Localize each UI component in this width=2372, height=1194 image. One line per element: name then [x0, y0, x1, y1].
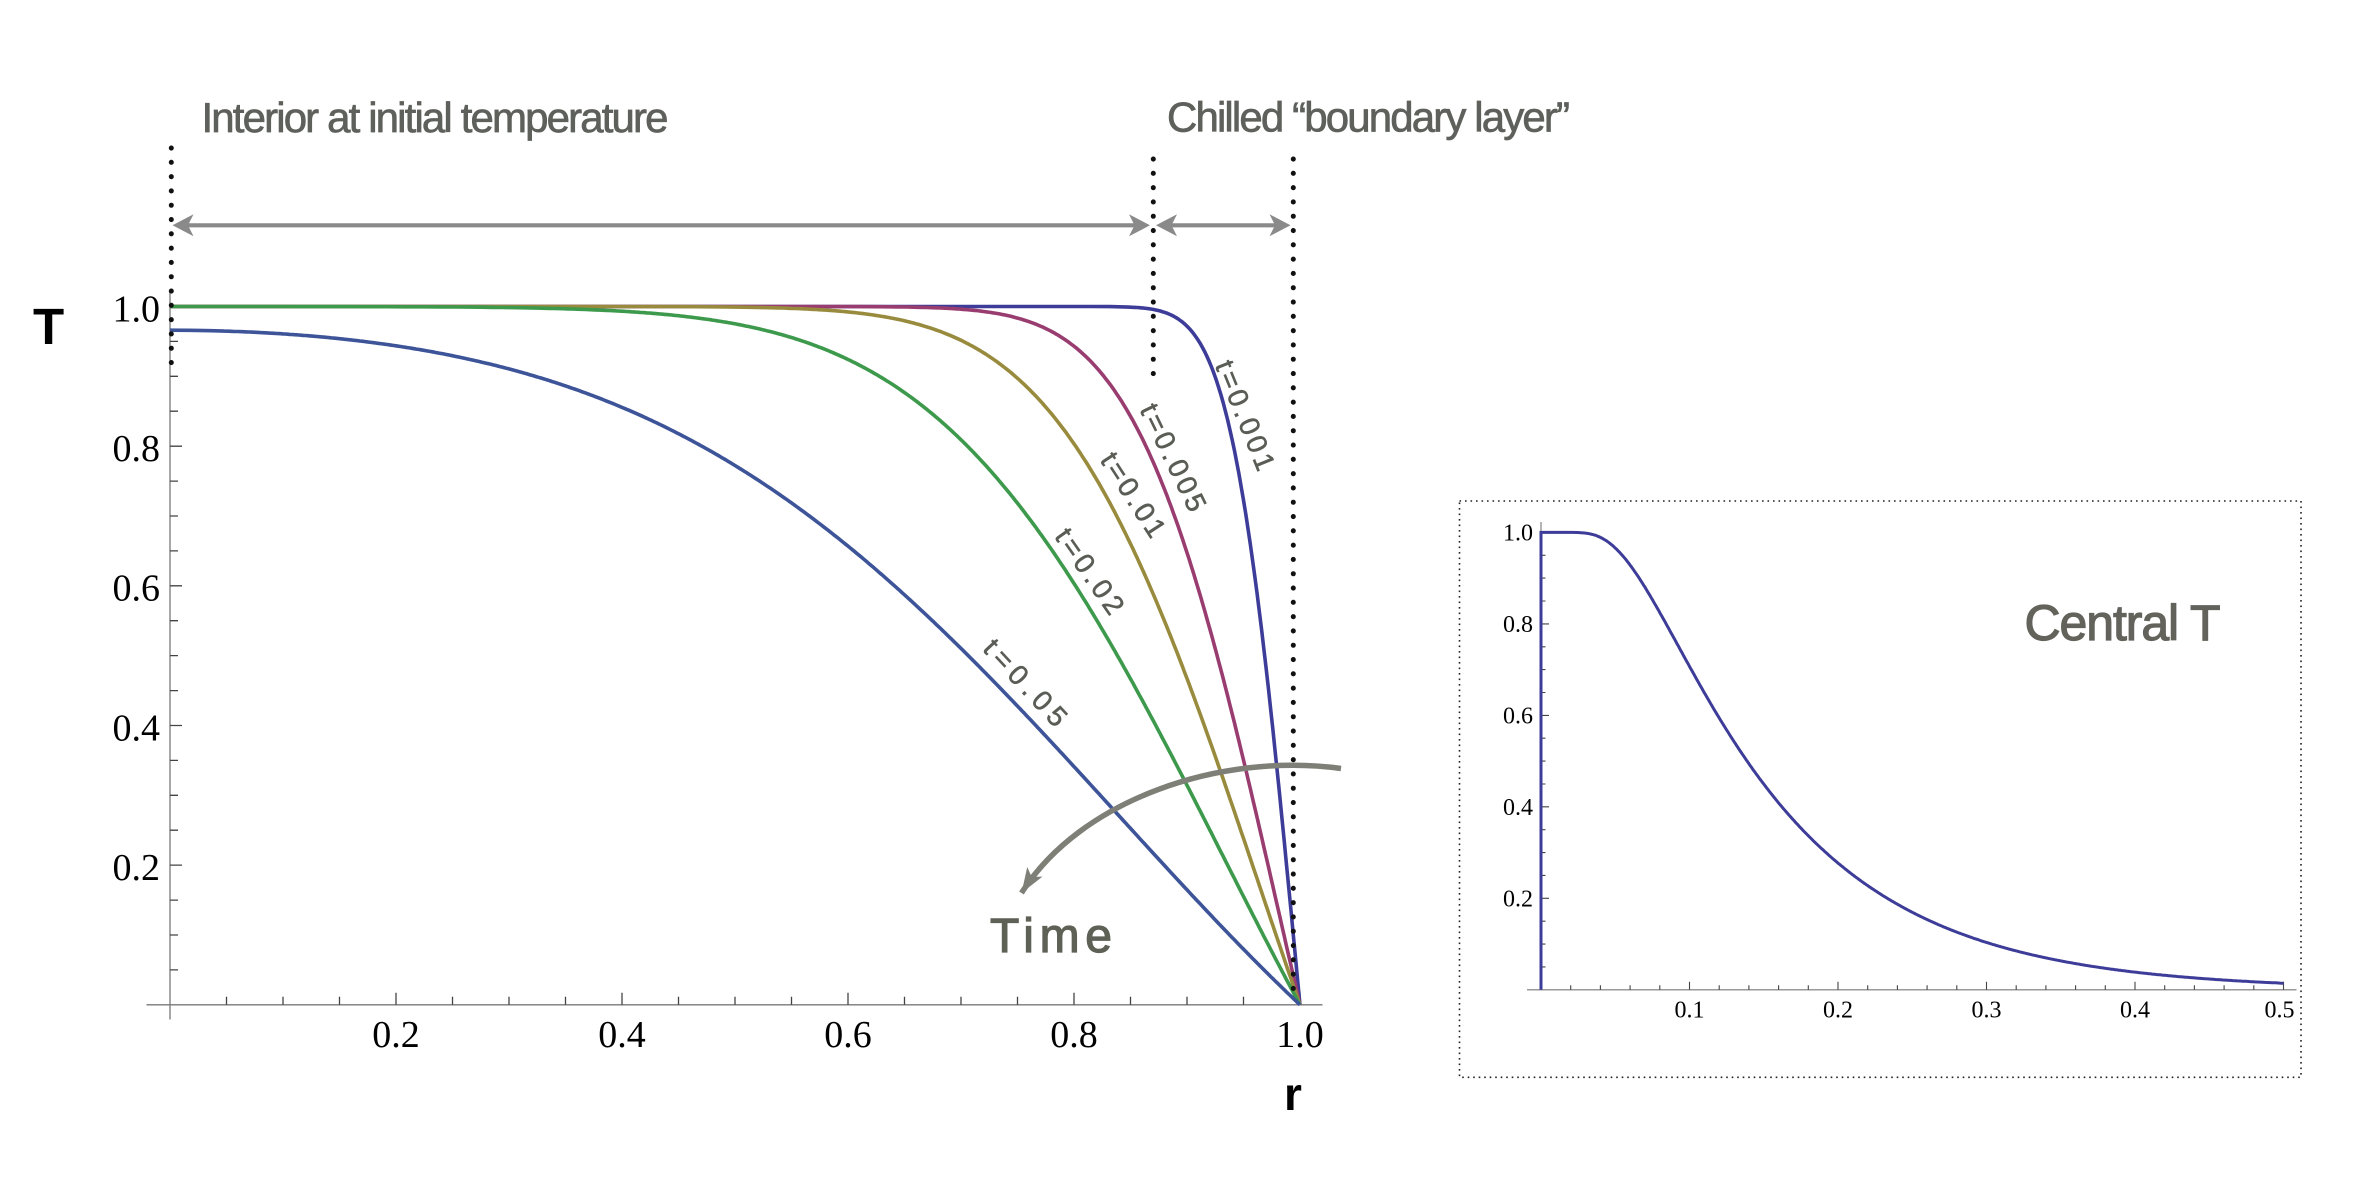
svg-text:1.0: 1.0 [113, 288, 161, 330]
svg-text:Interior at initial temperatur: Interior at initial temperature [202, 94, 669, 141]
svg-text:0.4: 0.4 [2120, 998, 2150, 1024]
svg-text:0.3: 0.3 [1972, 998, 2002, 1024]
svg-text:0.6: 0.6 [824, 1014, 872, 1056]
svg-text:0.4: 0.4 [113, 707, 161, 749]
svg-text:0.2: 0.2 [1503, 887, 1533, 913]
svg-text:0.5: 0.5 [2265, 998, 2295, 1024]
svg-text:0.4: 0.4 [1503, 795, 1533, 821]
svg-text:0.2: 0.2 [1823, 998, 1853, 1024]
svg-text:Chilled “boundary layer”: Chilled “boundary layer” [1167, 94, 1570, 141]
svg-text:0.2: 0.2 [372, 1014, 420, 1056]
svg-text:r: r [1284, 1068, 1302, 1120]
svg-text:0.1: 0.1 [1675, 998, 1705, 1024]
svg-text:0.6: 0.6 [1503, 704, 1533, 730]
svg-text:0.8: 0.8 [113, 428, 161, 470]
svg-text:0.2: 0.2 [113, 847, 161, 889]
svg-text:0.8: 0.8 [1503, 612, 1533, 638]
svg-text:1.0: 1.0 [1503, 521, 1533, 547]
svg-text:Central T: Central T [2025, 595, 2221, 651]
svg-text:0.4: 0.4 [598, 1014, 646, 1056]
svg-text:1.0: 1.0 [1276, 1014, 1324, 1056]
svg-text:0.6: 0.6 [113, 568, 161, 610]
svg-text:Time: Time [990, 910, 1112, 963]
svg-text:T: T [33, 298, 64, 355]
svg-text:0.8: 0.8 [1050, 1014, 1098, 1056]
